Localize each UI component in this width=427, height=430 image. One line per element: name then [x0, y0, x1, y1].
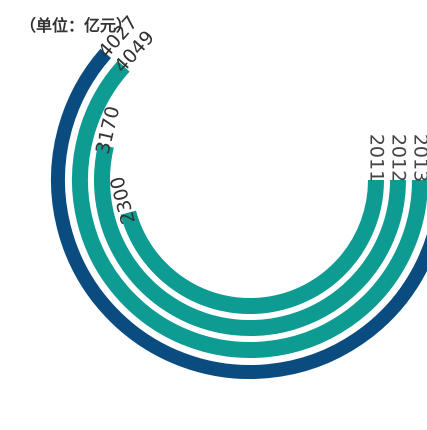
category-label-2012: 2012	[388, 134, 410, 182]
unit-label: （单位：亿元）	[20, 16, 133, 35]
bar-2013	[72, 60, 427, 358]
category-label-2011: 2011	[366, 134, 388, 182]
category-label-2013: 2013	[410, 134, 427, 182]
bar-2014	[51, 48, 427, 379]
bar-2012	[94, 144, 406, 336]
bar-2011	[120, 179, 384, 314]
